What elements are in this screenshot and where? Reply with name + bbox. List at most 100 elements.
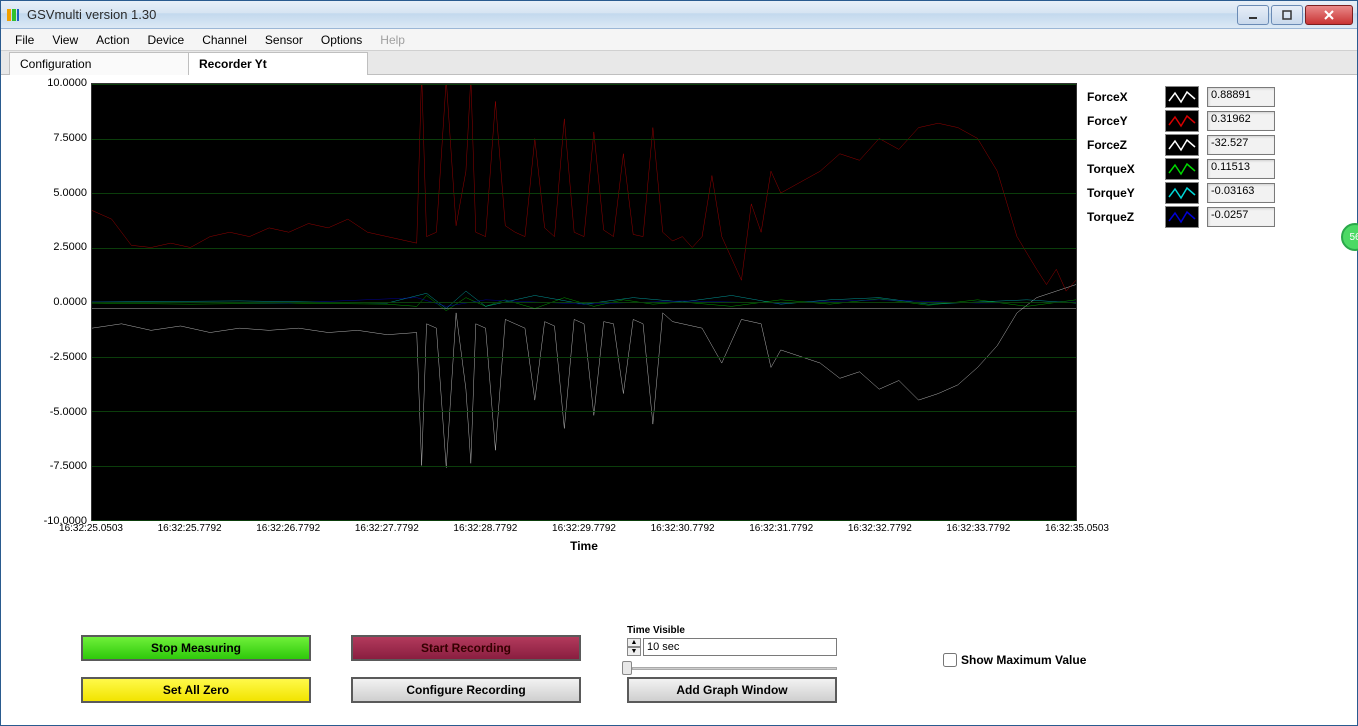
ytick: 2.5000 (53, 241, 87, 253)
show-max-label: Show Maximum Value (961, 653, 1086, 667)
gridline (92, 139, 1076, 140)
gridline (92, 357, 1076, 358)
legend-value: 0.88891 (1207, 87, 1275, 107)
show-max-checkbox[interactable] (943, 653, 957, 667)
legend-swatch[interactable] (1165, 158, 1199, 180)
gridline (92, 84, 1076, 85)
legend-row-torquex: TorqueX 0.11513 (1087, 157, 1347, 181)
chart-x-label: Time (570, 539, 598, 553)
start-recording-button[interactable]: Start Recording (351, 635, 581, 661)
series-forcey (92, 84, 1076, 291)
xtick: 16:32:32.7792 (848, 523, 912, 534)
xtick: 16:32:25.0503 (59, 523, 123, 534)
legend-value: 0.11513 (1207, 159, 1275, 179)
menubar: File View Action Device Channel Sensor O… (1, 29, 1357, 51)
add-graph-window-button[interactable]: Add Graph Window (627, 677, 837, 703)
side-badge[interactable]: 56 (1341, 223, 1358, 251)
spin-down-icon[interactable]: ▼ (627, 647, 641, 656)
series-forcex (92, 285, 1076, 468)
minimize-button[interactable] (1237, 5, 1269, 25)
legend-label: ForceX (1087, 90, 1157, 104)
chart-plot-area[interactable] (91, 83, 1077, 521)
tab-recorder-yt[interactable]: Recorder Yt (188, 52, 368, 75)
window-title: GSVmulti version 1.30 (27, 7, 1235, 22)
time-visible-slider[interactable] (627, 660, 837, 676)
slider-thumb-icon[interactable] (622, 661, 632, 675)
show-maximum-value-row: Show Maximum Value (943, 653, 1086, 667)
configure-recording-button[interactable]: Configure Recording (351, 677, 581, 703)
legend-value: -32.527 (1207, 135, 1275, 155)
menu-action[interactable]: Action (88, 31, 137, 49)
time-visible-label: Time Visible (627, 625, 837, 636)
chart-x-axis: Time 16:32:25.050316:32:25.779216:32:26.… (91, 523, 1077, 553)
legend-label: TorqueZ (1087, 210, 1157, 224)
ytick: -7.5000 (50, 460, 87, 472)
app-icon (5, 7, 21, 23)
legend-label: ForceY (1087, 114, 1157, 128)
titlebar[interactable]: GSVmulti version 1.30 (1, 1, 1357, 29)
ytick: -5.0000 (50, 406, 87, 418)
gridline (92, 466, 1076, 467)
xtick: 16:32:28.7792 (453, 523, 517, 534)
legend-row-torquez: TorqueZ -0.0257 (1087, 205, 1347, 229)
tab-configuration[interactable]: Configuration (9, 52, 189, 75)
legend-value: -0.03163 (1207, 183, 1275, 203)
gridline (92, 520, 1076, 521)
legend-row-forcey: ForceY 0.31962 (1087, 109, 1347, 133)
legend-row-forcez: ForceZ -32.527 (1087, 133, 1347, 157)
xtick: 16:32:29.7792 (552, 523, 616, 534)
legend-value: 0.31962 (1207, 111, 1275, 131)
xtick: 16:32:35.0503 (1045, 523, 1109, 534)
time-visible-spinner[interactable]: ▲ ▼ (627, 638, 641, 656)
legend-swatch[interactable] (1165, 86, 1199, 108)
maximize-button[interactable] (1271, 5, 1303, 25)
legend-label: TorqueX (1087, 162, 1157, 176)
menu-file[interactable]: File (7, 31, 42, 49)
close-button[interactable] (1305, 5, 1353, 25)
legend-swatch[interactable] (1165, 110, 1199, 132)
legend-row-forcex: ForceX 0.88891 (1087, 85, 1347, 109)
chart: 10.00007.50005.00002.50000.0000-2.5000-5… (37, 83, 1077, 553)
ytick: 0.0000 (53, 296, 87, 308)
stop-measuring-button[interactable]: Stop Measuring (81, 635, 311, 661)
menu-channel[interactable]: Channel (194, 31, 255, 49)
ytick: -2.5000 (50, 351, 87, 363)
time-visible-control: Time Visible ▲ ▼ (627, 625, 837, 676)
series-torquey (92, 291, 1076, 308)
controls-panel: Stop Measuring Start Recording Set All Z… (81, 623, 1337, 713)
slider-track (632, 667, 837, 670)
window-buttons (1235, 5, 1353, 25)
legend-label: TorqueY (1087, 186, 1157, 200)
ytick: 5.0000 (53, 187, 87, 199)
gridline (92, 302, 1076, 303)
gridline (92, 248, 1076, 249)
chart-y-axis: 10.00007.50005.00002.50000.0000-2.5000-5… (37, 83, 91, 533)
gridline (92, 193, 1076, 194)
tabstrip: Configuration Recorder Yt (1, 51, 1357, 75)
menu-sensor[interactable]: Sensor (257, 31, 311, 49)
xtick: 16:32:25.7792 (158, 523, 222, 534)
xtick: 16:32:27.7792 (355, 523, 419, 534)
xtick: 16:32:26.7792 (256, 523, 320, 534)
legend-row-torquey: TorqueY -0.03163 (1087, 181, 1347, 205)
gridline (92, 411, 1076, 412)
legend-value: -0.0257 (1207, 207, 1275, 227)
content-area: 10.0000 7.5000 5.0000 2.5000 0.0000 -2.5000 -5… (1, 75, 1357, 725)
chart-legend: ForceX0.88891ForceY0.31962ForceZ-32.527T… (1087, 85, 1347, 229)
set-all-zero-button[interactable]: Set All Zero (81, 677, 311, 703)
menu-options[interactable]: Options (313, 31, 370, 49)
ytick: 10.0000 (47, 77, 87, 89)
legend-swatch[interactable] (1165, 182, 1199, 204)
ytick: 7.5000 (53, 132, 87, 144)
legend-label: ForceZ (1087, 138, 1157, 152)
app-window: GSVmulti version 1.30 File View Action D… (0, 0, 1358, 726)
menu-view[interactable]: View (44, 31, 86, 49)
legend-swatch[interactable] (1165, 206, 1199, 228)
xtick: 16:32:31.7792 (749, 523, 813, 534)
menu-help[interactable]: Help (372, 31, 413, 49)
legend-swatch[interactable] (1165, 134, 1199, 156)
time-visible-input[interactable] (643, 638, 837, 656)
menu-device[interactable]: Device (140, 31, 193, 49)
xtick: 16:32:33.7792 (946, 523, 1010, 534)
spin-up-icon[interactable]: ▲ (627, 638, 641, 647)
